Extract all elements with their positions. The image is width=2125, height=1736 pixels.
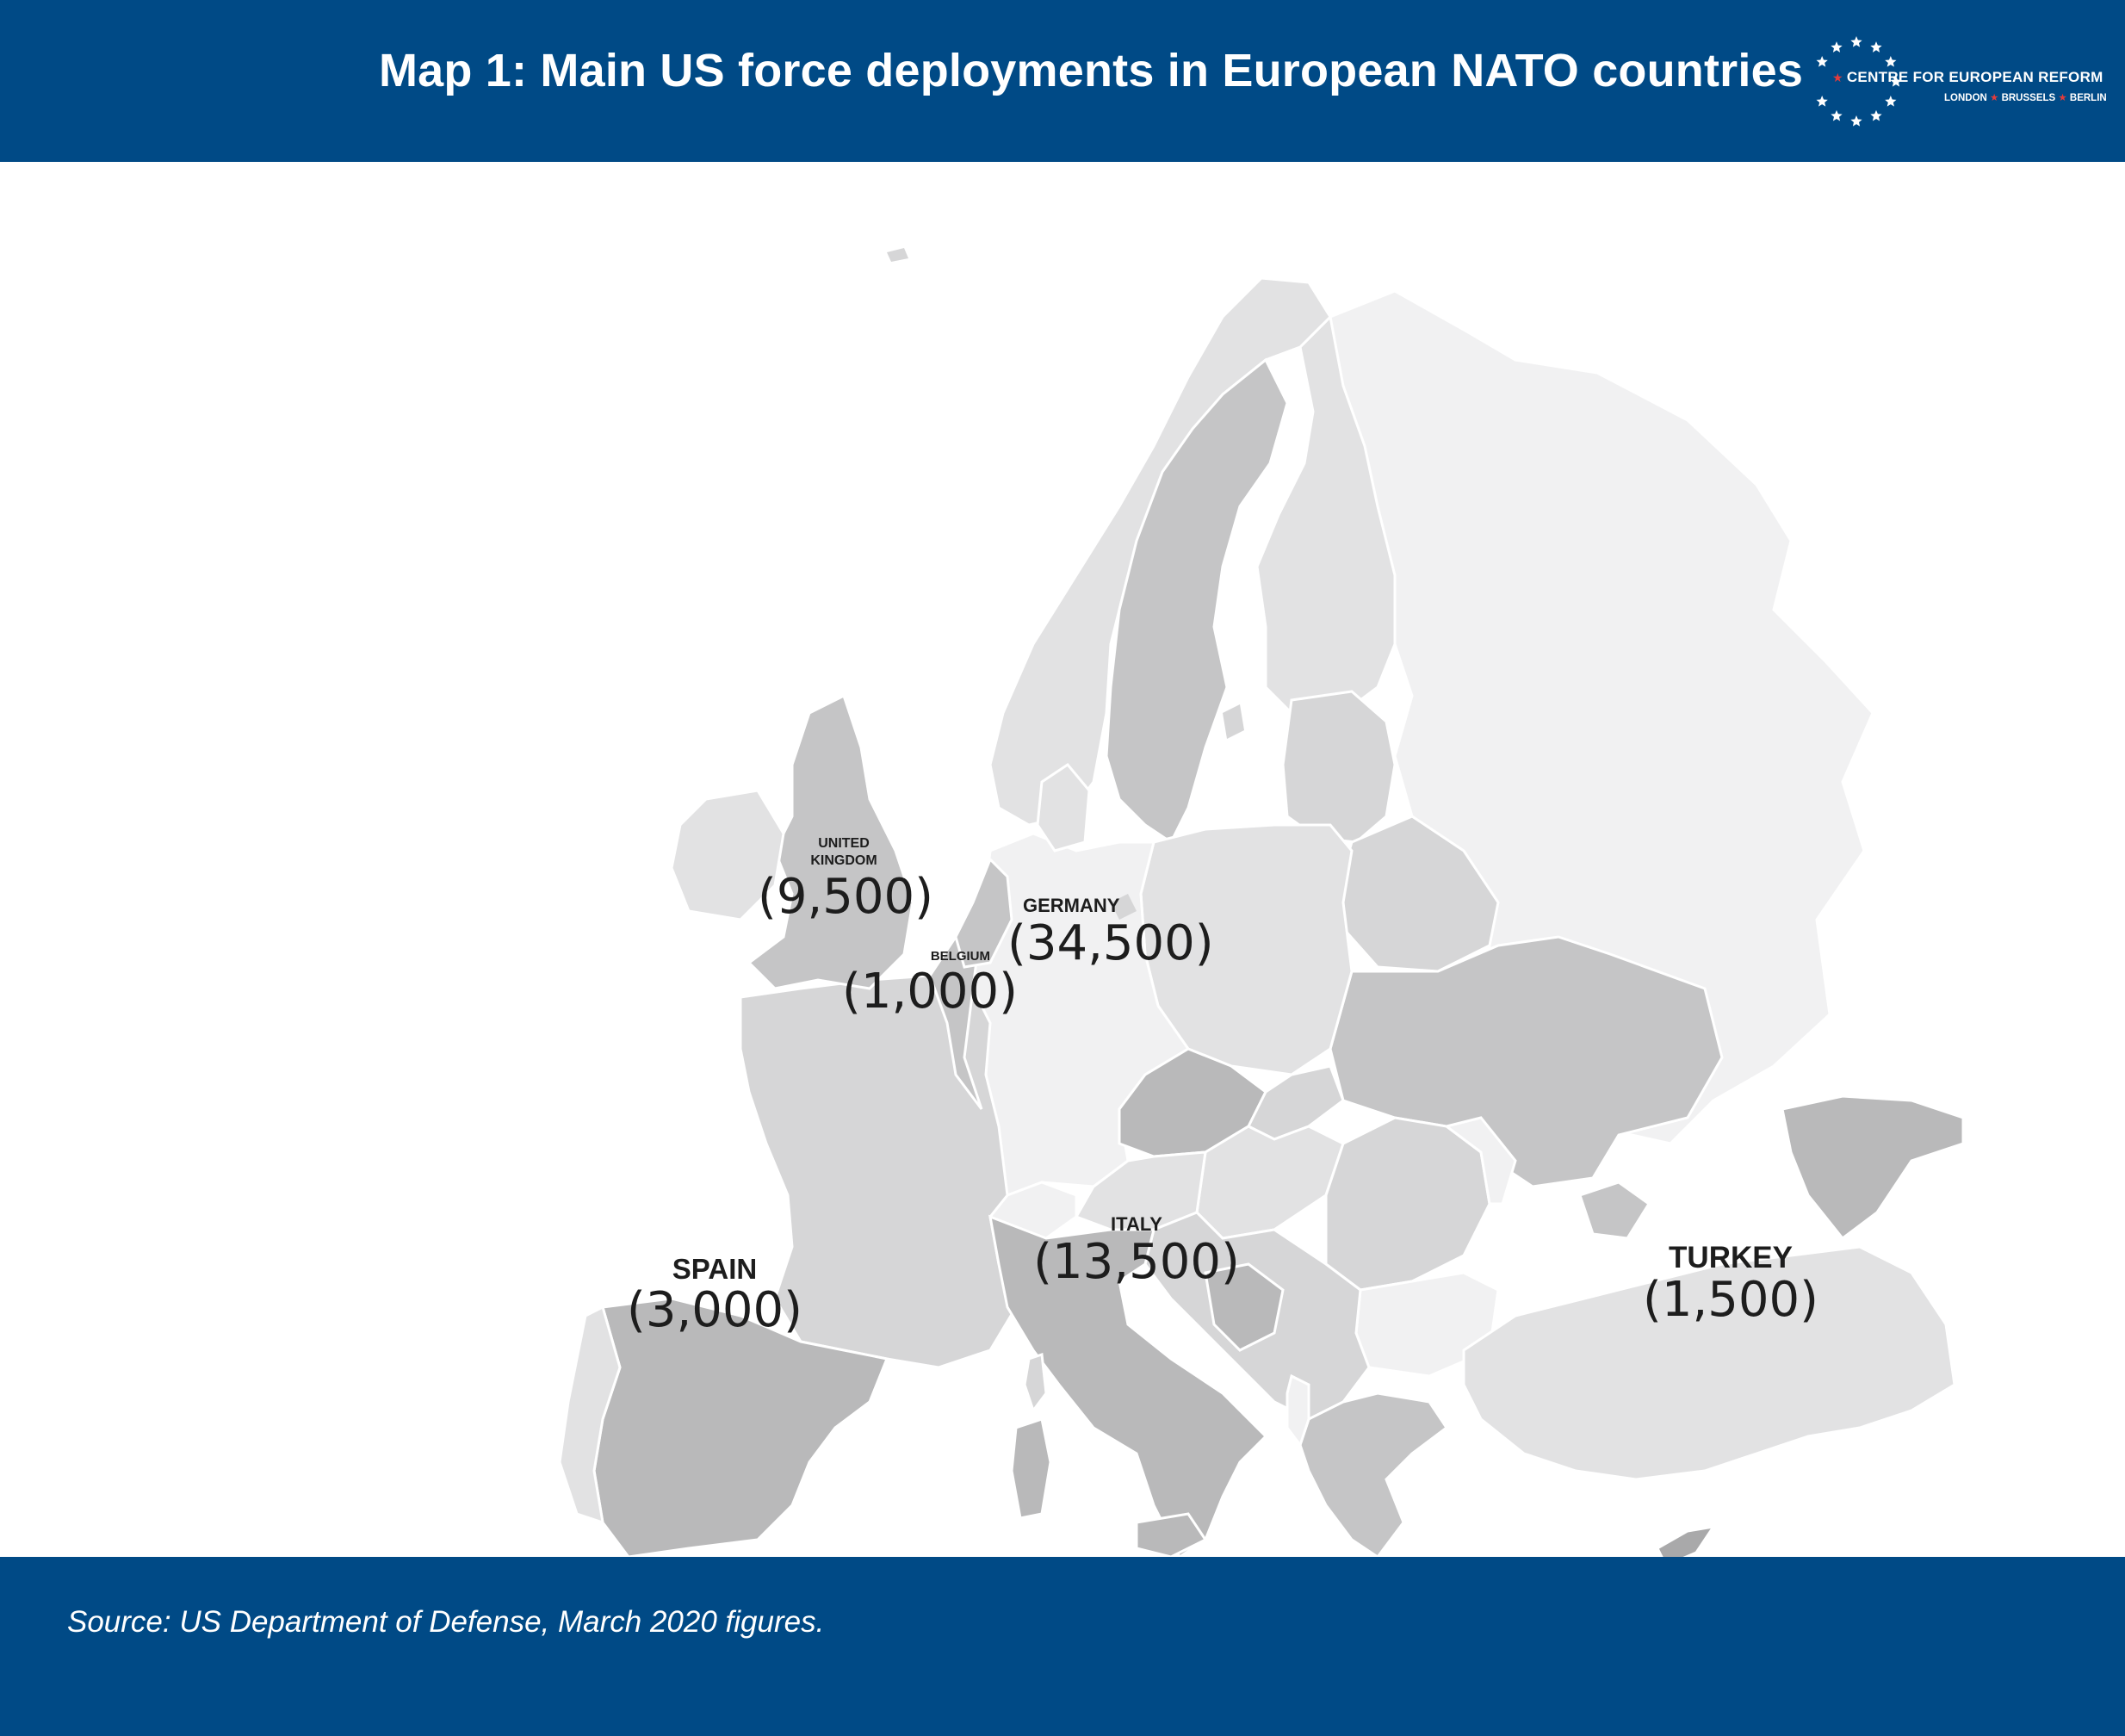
troop-count-uk: (9,500) [758, 869, 934, 925]
netherlands-region [954, 857, 1013, 969]
label-germany: GERMANY (34,500) [1007, 895, 1214, 971]
ukraine-region [1329, 935, 1724, 1188]
greece-region [1298, 1392, 1449, 1557]
logo-star [1850, 36, 1862, 47]
country-name-turkey: TURKEY [1669, 1241, 1793, 1274]
troop-count-belgium: (1,000) [841, 964, 1018, 1020]
crimea-region [1578, 1181, 1651, 1240]
logo-star [1816, 96, 1828, 107]
map-title: Map 1: Main US force deployments in Euro… [379, 45, 1804, 96]
label-italy: ITALY (13,500) [1033, 1214, 1240, 1290]
russia-region [1329, 289, 1874, 1145]
sardinia-region [1010, 1417, 1052, 1520]
romania-region [1324, 1116, 1491, 1292]
sicily-region [1135, 1512, 1208, 1557]
footer-bar: Source: US Department of Defense, March … [0, 1557, 2125, 1736]
header-bar: Map 1: Main US force deployments in Euro… [0, 0, 2125, 162]
logo-star [1885, 96, 1897, 107]
country-name-belgium: BELGIUM [930, 949, 990, 964]
logo-star [1850, 115, 1862, 127]
europe-map-shapes [558, 248, 1965, 1557]
sweden-region [1105, 357, 1289, 845]
cyprus-region [1656, 1524, 1717, 1557]
country-name-germany: GERMANY [1023, 895, 1120, 916]
moldova-region [1443, 1116, 1517, 1206]
denmark-region [1036, 763, 1091, 852]
troop-count-italy: (13,500) [1033, 1234, 1240, 1290]
ireland-region [670, 789, 785, 921]
caucasus-region [1781, 1094, 1965, 1241]
troop-count-turkey: (1,500) [1642, 1272, 1818, 1328]
country-name-italy: ITALY [1111, 1213, 1162, 1235]
portugal-region [558, 1305, 622, 1525]
logo-star [1890, 76, 1902, 87]
slovakia-region [1246, 1064, 1345, 1141]
europe-map: UNITED KINGDOM (9,500) BELGIUM (1,000) G… [0, 162, 2125, 1557]
label-belgium: BELGIUM (1,000) [827, 949, 1033, 1020]
cer-logo: ★ CENTRE FOR EUROPEAN REFORM LONDON ★ BRU… [1806, 33, 2107, 132]
logo-star [1831, 41, 1843, 53]
troop-count-germany: (34,500) [1007, 915, 1214, 971]
baltics-region [1281, 690, 1397, 844]
albania-region [1286, 1373, 1310, 1448]
logo-star [1816, 56, 1828, 67]
small-island [887, 248, 908, 262]
label-turkey: TURKEY (1,500) [1636, 1242, 1825, 1326]
label-spain: SPAIN (3,000) [620, 1254, 809, 1336]
turkey-region [1462, 1245, 1956, 1481]
troop-count-spain: (3,000) [626, 1282, 802, 1338]
logo-name: ★ CENTRE FOR EUROPEAN REFORM [1832, 69, 2103, 85]
red-star-icon: ★ [1832, 71, 1843, 84]
bosnia-region [1204, 1262, 1285, 1352]
italy-region [988, 1214, 1268, 1557]
corsica-region [1023, 1352, 1048, 1414]
small-island [1223, 704, 1244, 739]
country-name-spain: SPAIN [672, 1253, 758, 1285]
country-name-uk-2: KINGDOM [810, 853, 877, 868]
logo-star [1870, 41, 1882, 53]
source-note: Source: US Department of Defense, March … [67, 1605, 825, 1639]
small-island [1111, 894, 1137, 920]
country-name-uk: UNITED [818, 836, 870, 851]
star-circle-icon [1816, 36, 1902, 127]
label-uk: UNITED KINGDOM (9,500) [758, 835, 934, 925]
logo-cities: LONDON ★ BRUSSELS ★ BERLIN [1944, 93, 2107, 103]
logo-star [1831, 109, 1843, 121]
logo-star [1870, 109, 1882, 121]
logo-star [1885, 56, 1897, 67]
